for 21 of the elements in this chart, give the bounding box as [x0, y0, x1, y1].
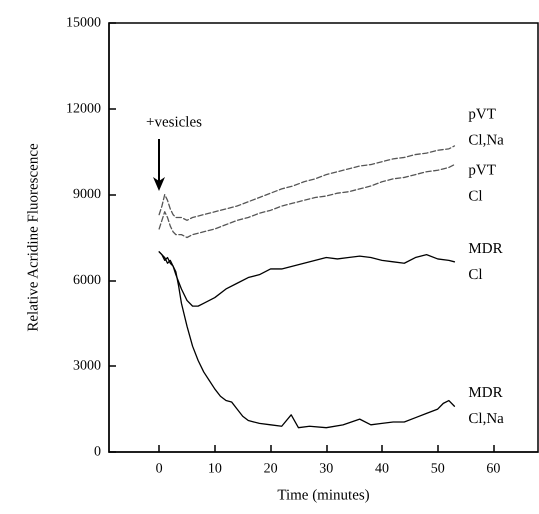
line-series: [158, 145, 456, 221]
y-tick-label: 0: [94, 444, 101, 460]
y-tick-label: 12000: [66, 101, 101, 116]
x-tick-label: 30: [319, 462, 334, 476]
x-tick-label: 20: [264, 462, 278, 476]
x-tick-label: 10: [208, 462, 222, 476]
series-label: MDR Cl: [468, 240, 503, 283]
series-label: pVT Cl: [468, 162, 496, 204]
y-tick-label: 3000: [73, 358, 101, 374]
x-axis-title: Time (minutes): [277, 488, 370, 504]
x-tick-label: 40: [375, 462, 389, 476]
series-label: MDR Cl,Na: [468, 385, 504, 428]
line-series: [158, 164, 456, 238]
y-tick-label: 9000: [73, 187, 101, 202]
x-tick-label: 60: [486, 462, 500, 476]
y-tick-label: 15000: [66, 16, 101, 30]
y-axis-title: Relative Acridine Fluorescence: [26, 143, 42, 332]
x-tick-label: 0: [156, 462, 163, 476]
x-tick-label: 50: [430, 462, 445, 476]
annotation: +vesicles: [146, 114, 202, 130]
y-tick-label: 6000: [73, 272, 101, 288]
